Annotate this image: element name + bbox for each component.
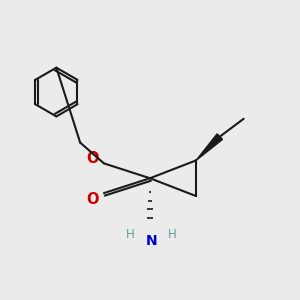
Polygon shape xyxy=(196,134,223,161)
Text: O: O xyxy=(86,152,98,166)
Text: N: N xyxy=(146,234,157,248)
Text: H: H xyxy=(168,228,177,241)
Text: H: H xyxy=(126,228,135,241)
Text: O: O xyxy=(86,192,98,207)
